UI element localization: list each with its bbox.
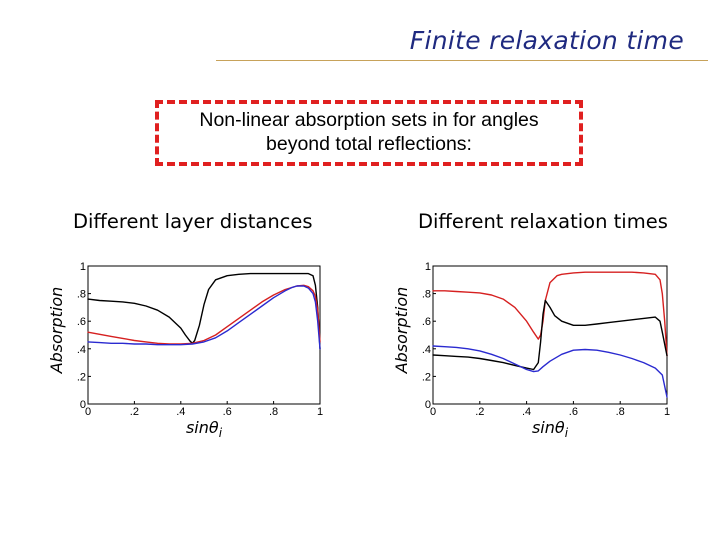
series-line-right-1: [432, 299, 668, 371]
x-axis-label: sinθi: [532, 418, 569, 440]
x-tick-label: 1: [664, 406, 670, 418]
series-line-right-2: [432, 345, 668, 398]
x-tick-label: 0: [85, 406, 91, 418]
chart-right-title: Different relaxation times: [418, 210, 668, 233]
plot-frame-right: [432, 265, 668, 405]
note-line-1: Non-linear absorption sets in for angles: [199, 109, 539, 132]
highlight-note-box: Non-linear absorption sets in for angles…: [155, 100, 583, 166]
series-line-left-0: [87, 272, 321, 350]
y-tick-label: .8: [77, 289, 86, 301]
y-tick-label: .6: [422, 316, 431, 328]
x-tick-label: .2: [130, 406, 139, 418]
y-tick-label: 0: [80, 399, 86, 411]
slide-title: Finite relaxation time: [409, 26, 684, 55]
y-axis-label: Absorption: [392, 287, 411, 375]
note-line-2: beyond total reflections:: [266, 133, 472, 155]
x-tick-label: .6: [223, 406, 232, 418]
x-tick-label: .6: [569, 406, 578, 418]
x-axis-label: sinθi: [186, 418, 223, 440]
y-tick-label: .8: [422, 289, 431, 301]
y-tick-label: .6: [77, 316, 86, 328]
x-tick-label: 1: [317, 406, 323, 418]
y-tick-label: .2: [77, 371, 86, 383]
series-line-left-1: [87, 284, 321, 345]
chart-left-title: Different layer distances: [73, 210, 313, 233]
x-tick-label: .8: [269, 406, 278, 418]
x-tick-label: 0: [430, 406, 436, 418]
series-line-right-0: [432, 271, 668, 357]
y-tick-label: 1: [425, 261, 431, 273]
y-tick-label: .4: [77, 344, 86, 356]
y-tick-label: .4: [422, 344, 431, 356]
y-axis-label: Absorption: [47, 287, 66, 375]
x-tick-label: .2: [475, 406, 484, 418]
y-tick-label: 0: [425, 399, 431, 411]
y-tick-label: .2: [422, 371, 431, 383]
title-divider: [216, 60, 708, 61]
series-line-left-2: [87, 285, 321, 350]
y-tick-label: 1: [80, 261, 86, 273]
x-tick-label: .8: [616, 406, 625, 418]
x-tick-label: .4: [522, 406, 531, 418]
x-tick-label: .4: [176, 406, 185, 418]
